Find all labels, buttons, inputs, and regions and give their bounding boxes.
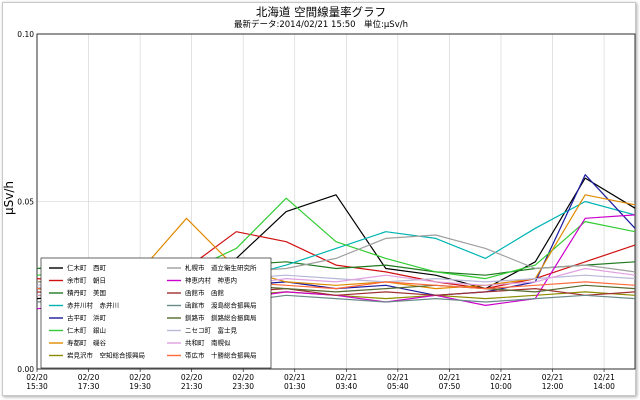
legend-label: 釧路市 釧路総合振興局 — [185, 313, 257, 322]
plot-area: 02/2015:3002/2017:3002/2019:3002/2021:30… — [17, 30, 636, 391]
legend-label: 岩見沢市 空知総合振興局 — [67, 351, 145, 360]
x-tick-date: 02/20 — [181, 373, 203, 382]
y-axis-label: μSv/h — [3, 181, 16, 215]
x-tick-date: 02/20 — [78, 373, 100, 382]
legend-label: 仁木町 西町 — [67, 263, 107, 272]
x-tick-time: 10:00 — [490, 382, 512, 391]
legend-label: 函館市 函館 — [185, 288, 225, 297]
x-tick-date: 02/21 — [490, 373, 512, 382]
chart-canvas: 北海道 空間線量率グラフ 最新データ:2014/02/21 15:50 単位:μ… — [3, 5, 636, 391]
x-tick-time: 12:00 — [542, 382, 564, 391]
legend-label: 古平町 浜町 — [67, 313, 107, 322]
x-tick-date: 02/20 — [129, 373, 151, 382]
x-tick-time: 05:40 — [387, 382, 409, 391]
x-tick-time: 03:40 — [335, 382, 357, 391]
x-tick-date: 02/20 — [26, 373, 48, 382]
y-tick-label: 0.10 — [17, 30, 34, 39]
legend-label: 余市町 朝日 — [67, 276, 106, 285]
x-tick-time: 15:30 — [26, 382, 48, 391]
plot-border — [36, 33, 636, 370]
chart-title: 北海道 空間線量率グラフ — [256, 5, 386, 19]
legend-box — [40, 257, 272, 369]
legend-label: 仁木町 銀山 — [67, 326, 106, 335]
x-tick-date: 02/21 — [387, 373, 409, 382]
x-tick-date: 02/21 — [284, 373, 306, 382]
x-tick-date: 02/20 — [232, 373, 254, 382]
x-tick-time: 14:00 — [593, 382, 615, 391]
legend-label: 共和町 南幌似 — [185, 338, 231, 347]
x-tick-time: 21:30 — [181, 382, 203, 391]
y-tick-label: 0.00 — [17, 365, 34, 374]
legend-label: 函館市 渡島総合振興局 — [185, 301, 257, 310]
x-tick-date: 02/21 — [593, 373, 615, 382]
legend-label: 積丹町 美国 — [67, 288, 106, 297]
legend-label: 赤井川村 赤井川 — [67, 301, 119, 310]
x-tick-time: 19:30 — [129, 382, 151, 391]
chart-subtitle: 最新データ:2014/02/21 15:50 単位:μSv/h — [234, 19, 408, 30]
x-tick-time: 23:30 — [232, 382, 254, 391]
x-tick-date: 02/21 — [439, 373, 461, 382]
x-tick-time: 17:30 — [78, 382, 100, 391]
legend-label: 帯広市 十勝総合振興局 — [185, 351, 257, 360]
x-tick-date: 02/21 — [335, 373, 357, 382]
legend-label: ニセコ町 富士見 — [185, 326, 238, 335]
x-tick-time: 01:30 — [284, 382, 306, 391]
y-tick-label: 0.05 — [17, 198, 34, 207]
legend-label: 札幌市 道立衛生研究所 — [185, 263, 257, 272]
x-tick-date: 02/21 — [542, 373, 564, 382]
legend-label: 寿都町 磯谷 — [67, 338, 107, 347]
legend-label: 神恵内村 神恵内 — [185, 276, 237, 285]
chart-frame: 北海道 空間線量率グラフ 最新データ:2014/02/21 15:50 単位:μ… — [2, 2, 636, 396]
x-tick-time: 07:50 — [439, 382, 461, 391]
